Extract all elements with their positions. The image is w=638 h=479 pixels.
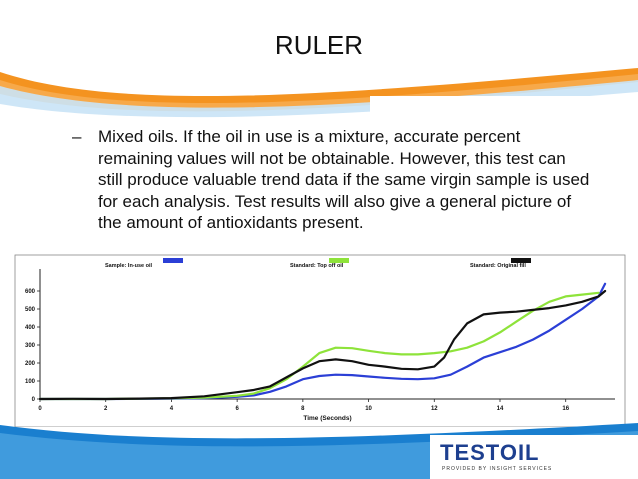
slide-title: RULER [274,30,364,60]
x-axis-label: Time (Seconds) [303,415,351,422]
chart-axes: 0 2 4 6 8 10 12 14 16 0 100 200 300 400 500 600 Time (Se… [25,269,615,422]
testoil-logo: TESTOIL PROVIDED BY INSIGHT SERVICES [440,440,551,473]
legend-label: Standard: Original fill [470,263,526,269]
legend-swatch [163,258,183,263]
x-tick-label: 4 [170,406,174,412]
chart-frame [14,254,626,427]
series-line [38,289,607,401]
y-tick-label: 100 [25,379,36,385]
series-line [38,291,600,401]
y-tick-label: 400 [25,325,36,331]
header-wave-decoration [0,68,638,122]
y-tick-label: 0 [32,397,36,403]
legend-swatch [511,258,531,263]
y-tick-label: 300 [25,343,36,349]
x-tick-label: 8 [301,406,305,412]
x-tick-label: 14 [497,406,504,412]
legend-label: Standard: Top off oil [290,263,344,269]
x-tick-label: 0 [38,406,42,412]
x-tick-label: 12 [431,406,438,412]
series-line [38,282,607,401]
logo-wordmark: TESTOIL [440,440,540,465]
chart-series [38,282,607,401]
bullet-marker: – [72,127,82,146]
legend-label: Sample: In-use oil [105,263,153,269]
y-tick-label: 500 [25,307,36,313]
x-tick-label: 16 [562,406,569,412]
logo-tagline: PROVIDED BY INSIGHT SERVICES [442,466,553,472]
x-tick-label: 2 [104,406,108,412]
x-tick-label: 6 [235,406,239,412]
chart-legend: Sample: In-use oil Standard: Top off oil S… [105,258,531,269]
y-tick-label: 600 [25,289,36,295]
x-tick-label: 10 [365,406,372,412]
bullet-text: Mixed oils. If the oil in use is a mixtu… [98,127,590,232]
y-tick-label: 200 [25,361,36,367]
legend-swatch [329,258,349,263]
ruler-chart: Sample: In-use oil Standard: Top off oil S… [14,254,626,427]
footer-wave-decoration [0,423,638,479]
